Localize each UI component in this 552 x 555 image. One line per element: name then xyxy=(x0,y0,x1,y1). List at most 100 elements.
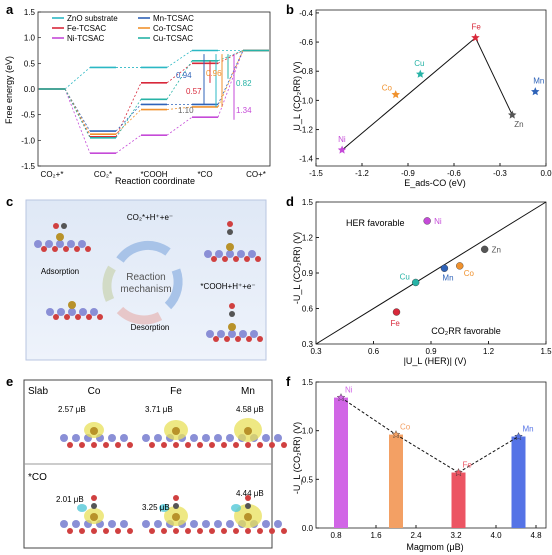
slab-atom xyxy=(103,442,109,448)
panel-f-bar: f 0.8 1.6 2.4 3.2 4.0 4.8 1.5 1.0 0.5 0.0 Ni Co Fe Mn… xyxy=(286,374,547,552)
panel-b-ylabel: U_L (CO₂RR) (V) xyxy=(292,61,302,130)
panel-f-xlabel: Magmom (μB) xyxy=(406,542,463,552)
mechanism-center-line2: mechanism xyxy=(120,284,171,295)
energy-connector xyxy=(115,99,142,138)
slab-atom xyxy=(154,434,162,442)
barrier-value: 0.82 xyxy=(236,79,252,88)
slab-atom xyxy=(244,256,250,262)
bar-label: Co xyxy=(400,423,411,432)
moment-slab-mn: 4.58 μB xyxy=(236,405,264,414)
slab-atom xyxy=(60,434,68,442)
legend-entry: Fe-TCSAC xyxy=(67,24,106,33)
y-tick-label: -1.4 xyxy=(299,155,313,164)
slab-atom xyxy=(197,528,203,534)
slab-atom xyxy=(274,434,282,442)
y-tick-label: 1.5 xyxy=(302,378,314,387)
slab-atom xyxy=(79,528,85,534)
data-point xyxy=(454,467,463,477)
data-point xyxy=(337,145,347,154)
row-label-co: *CO xyxy=(28,472,47,483)
slab-atom xyxy=(245,442,251,448)
panel-d-scatter: d 0.3 0.6 0.9 1.2 1.5 1.5 1.2 0.9 0.6 0.3 Ni Zn Co Mn… xyxy=(286,194,552,366)
bar xyxy=(451,472,466,528)
moment-co-mn: 4.44 μB xyxy=(236,489,264,498)
slab-atom xyxy=(262,520,270,528)
trend-line xyxy=(458,436,519,473)
panel-e-spin-density: e Slab *CO Co Fe Mn 2.57 μB 3.71 μB 4.58… xyxy=(6,374,287,549)
slab-atom xyxy=(45,240,53,248)
slab-atom xyxy=(103,528,109,534)
metal-atom xyxy=(226,243,234,251)
x-tick-label: 0.0 xyxy=(540,169,552,178)
slab-atom xyxy=(161,442,167,448)
x-tick-label: CO+* xyxy=(246,170,266,179)
trend-line xyxy=(341,37,476,151)
bar xyxy=(511,436,526,528)
trend-line xyxy=(475,37,513,116)
y-tick-label: -1.2 xyxy=(299,126,313,135)
data-point xyxy=(456,262,464,270)
data-point xyxy=(411,278,420,287)
adsorbate-atom xyxy=(61,223,67,229)
barrier-value: 0.57 xyxy=(186,87,202,96)
energy-connector xyxy=(166,106,193,110)
slab-atom xyxy=(115,442,121,448)
slab-atom xyxy=(226,520,234,528)
slab-atom xyxy=(269,442,275,448)
slab-atom xyxy=(257,442,263,448)
slab-atom xyxy=(63,246,69,252)
col-label-mn: Mn xyxy=(241,386,255,397)
panel-b-scatter: b -1.5 -1.2 -0.9 -0.6 -0.3 0.0 -0.4 -0.6 -0.8 -1.… xyxy=(286,2,552,188)
point-label: Fe xyxy=(471,23,481,32)
slab-atom xyxy=(233,442,239,448)
slab-atom xyxy=(154,520,162,528)
row-label-slab: Slab xyxy=(28,386,48,397)
slab-atom xyxy=(120,434,128,442)
data-point xyxy=(416,69,425,78)
adsorbate-atom xyxy=(227,229,233,235)
x-tick-label: 2.4 xyxy=(410,531,422,540)
data-point xyxy=(392,308,401,316)
point-label: Fe xyxy=(391,319,401,328)
y-tick-label: 0.0 xyxy=(302,524,314,533)
y-tick-label: 1.0 xyxy=(24,34,36,43)
energy-connector xyxy=(64,88,91,154)
legend-entry: Mn-TCSAC xyxy=(153,14,194,23)
slab-atom xyxy=(206,330,214,338)
energy-connector xyxy=(166,116,193,136)
metal-atom xyxy=(56,233,64,241)
bar-label: Fe xyxy=(463,461,473,470)
slab-atom xyxy=(257,528,263,534)
slab-atom xyxy=(108,520,116,528)
panel-a-energy-diagram: a 1.5 1.0 0.5 0.0 -0.5 -1.0 -1.5 CO₂+* CO₂* *COOH… xyxy=(4,2,271,186)
adsorbate-atom xyxy=(91,503,97,509)
slab-atom xyxy=(274,520,282,528)
panel-f-ylabel: -U_L (CO₂RR) (V) xyxy=(292,422,302,494)
x-tick-label: *CO xyxy=(197,170,212,179)
slab-atom xyxy=(127,442,133,448)
slab-atom xyxy=(64,314,70,320)
y-tick-label: -0.5 xyxy=(21,111,35,120)
barrier-value: 0.96 xyxy=(206,69,222,78)
y-tick-label: -1.5 xyxy=(21,162,35,171)
slab-atom xyxy=(53,314,59,320)
slab-atom xyxy=(190,434,198,442)
slab-atom xyxy=(97,314,103,320)
slab-atom xyxy=(237,250,245,258)
region-co2rr-favorable: CO₂RR favorable xyxy=(431,326,501,336)
energy-connector xyxy=(166,63,193,84)
x-tick-label: 1.6 xyxy=(370,531,382,540)
x-tick-label: -0.9 xyxy=(401,169,415,178)
slab-atom xyxy=(60,520,68,528)
x-tick-label: -0.6 xyxy=(447,169,461,178)
adsorbate-atom xyxy=(245,495,251,501)
barrier-value: 1.34 xyxy=(236,106,252,115)
data-point xyxy=(514,431,523,441)
mechanism-center-line1: Reaction xyxy=(126,272,165,283)
slab-atom xyxy=(149,528,155,534)
slab-atom xyxy=(185,528,191,534)
moment-slab-fe: 3.71 μB xyxy=(145,405,173,414)
mechanism-step-bottom: Desorption xyxy=(131,323,170,332)
legend-entry: Cu-TCSAC xyxy=(153,34,193,43)
slab-atom xyxy=(215,250,223,258)
